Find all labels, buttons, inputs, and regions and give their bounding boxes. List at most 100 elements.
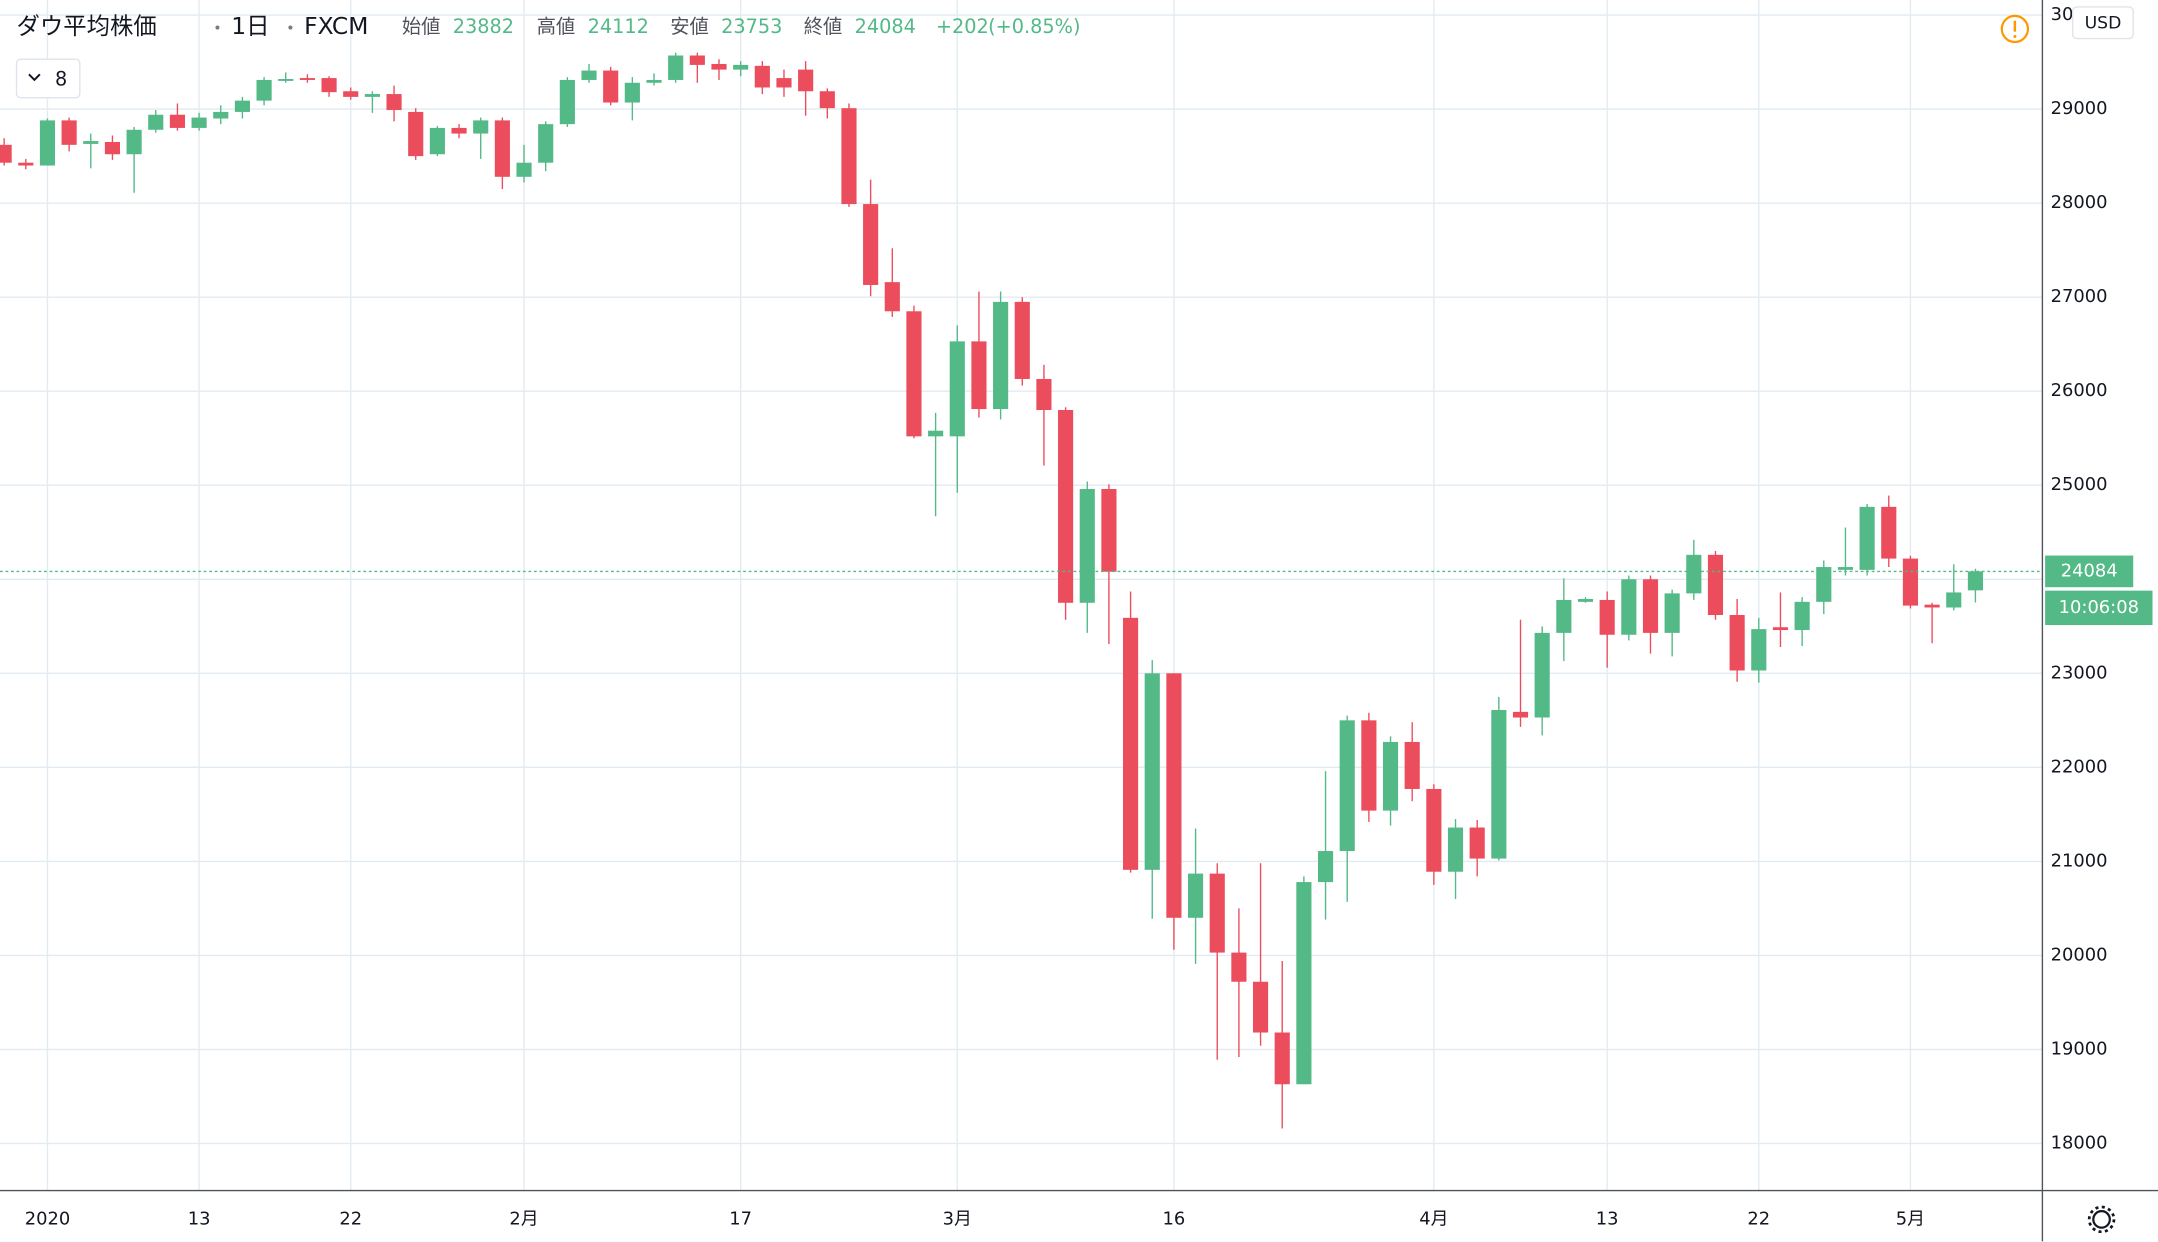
- candle-body: [906, 311, 922, 437]
- candle-body: [798, 69, 814, 92]
- y-tick-label: 26000: [2051, 380, 2108, 401]
- candle-body: [1967, 571, 1983, 591]
- y-tick-label: 22000: [2051, 756, 2108, 777]
- candle-body: [61, 120, 77, 145]
- candle-body: [1296, 882, 1312, 1085]
- candle-body: [949, 341, 965, 437]
- candle-body: [1707, 554, 1724, 616]
- axes: 1800019000200002100022000230002400025000…: [25, 4, 2153, 1229]
- candle-body: [408, 111, 424, 157]
- candle-body: [1837, 567, 1854, 570]
- candle-body: [754, 65, 770, 88]
- candle-body: [928, 430, 944, 437]
- x-tick-label: 13: [1596, 1208, 1619, 1229]
- candle-body: [1382, 741, 1399, 811]
- indicator-toggle[interactable]: 8: [15, 58, 81, 99]
- chevron-icon: [28, 73, 41, 82]
- candle-body: [1772, 627, 1789, 631]
- x-tick-label: 13: [188, 1208, 211, 1229]
- ohlc-value: 24112: [588, 15, 649, 38]
- candles: [0, 52, 1983, 1129]
- candle-body: [234, 100, 250, 112]
- candle-body: [1274, 1032, 1290, 1085]
- currency-box[interactable]: [2071, 6, 2134, 40]
- y-tick-label: 25000: [2051, 474, 2108, 495]
- ohlc-value: 23753: [721, 15, 782, 38]
- candle-body: [0, 144, 12, 163]
- candle-body: [1252, 981, 1269, 1033]
- candle-body: [126, 129, 142, 155]
- indicator-button[interactable]: [15, 58, 81, 99]
- candle-body: [1231, 952, 1247, 982]
- y-tick-label: 20000: [2051, 944, 2108, 965]
- last-price-tag: [2045, 555, 2134, 588]
- grid: [0, 0, 2043, 1191]
- candle-body: [1123, 617, 1139, 870]
- header: ダウ平均株価 1日 FXCM 始値 23882 高値 24112 安値 2375…: [17, 12, 1081, 40]
- candle-body: [884, 282, 900, 312]
- ohlc-value: 23882: [453, 15, 514, 38]
- candle-body: [1447, 827, 1464, 872]
- candle-body: [711, 63, 727, 70]
- y-tick-label: 29000: [2051, 98, 2108, 119]
- candle-body: [603, 70, 619, 103]
- candle-body: [733, 64, 749, 70]
- candle-body: [364, 94, 380, 97]
- alert-icon[interactable]: [2000, 14, 2030, 44]
- ohlc-label: 安値: [670, 15, 709, 38]
- currency-button[interactable]: USD: [2071, 6, 2134, 40]
- candle-body: [776, 78, 792, 88]
- candle-body: [538, 124, 554, 163]
- candle-body: [1599, 599, 1615, 635]
- separator: [288, 25, 293, 30]
- candle-body: [1924, 604, 1940, 608]
- candle-body: [1512, 711, 1529, 718]
- candle-body: [1664, 593, 1680, 633]
- candle-body: [1859, 506, 1875, 570]
- candle-body: [1166, 673, 1182, 918]
- gear-icon[interactable]: [2092, 1210, 2111, 1229]
- candle-body: [429, 127, 445, 155]
- candle-body: [1556, 599, 1572, 633]
- candle-body: [343, 91, 359, 97]
- change-pct: (+0.85%): [988, 15, 1080, 38]
- candle-body: [863, 204, 879, 285]
- candle-body: [993, 301, 1009, 410]
- x-tick-label: 5月: [1896, 1208, 1925, 1229]
- candle-body: [668, 55, 684, 80]
- candle-body: [1642, 579, 1659, 633]
- settings-button[interactable]: [2087, 1205, 2116, 1234]
- x-tick-label: 4月: [1419, 1208, 1448, 1229]
- candle-body: [1317, 851, 1334, 883]
- x-tick-label: 2020: [25, 1208, 71, 1229]
- gear-teeth: [2087, 1205, 2116, 1234]
- symbol: ダウ平均株価: [17, 12, 157, 40]
- candle-body: [473, 120, 489, 134]
- candle-body: [1751, 629, 1767, 671]
- candle-body: [1902, 558, 1919, 606]
- candle-body: [451, 127, 467, 134]
- candle-body: [1361, 720, 1377, 811]
- ohlc-label: 始値: [402, 15, 441, 38]
- candle-body: [494, 120, 510, 177]
- candle-body: [148, 114, 164, 130]
- candle-body: [213, 111, 229, 119]
- candle-body: [1469, 827, 1485, 859]
- x-tick-label: 2月: [509, 1208, 538, 1229]
- candle-body: [1577, 599, 1594, 602]
- candle-body: [83, 141, 99, 144]
- last-price-label: 24084: [2061, 560, 2118, 581]
- candle-body: [1729, 615, 1745, 671]
- candle-body: [18, 162, 34, 166]
- candle-body: [1816, 567, 1832, 602]
- candle-body: [1491, 709, 1507, 859]
- x-tick-label: 16: [1163, 1208, 1186, 1229]
- candle-body: [646, 79, 662, 83]
- candle-body: [278, 79, 294, 81]
- candle-body: [841, 108, 857, 205]
- candle-body: [104, 142, 121, 155]
- y-tick-label: 23000: [2051, 662, 2108, 683]
- alert-circle: [2000, 14, 2030, 44]
